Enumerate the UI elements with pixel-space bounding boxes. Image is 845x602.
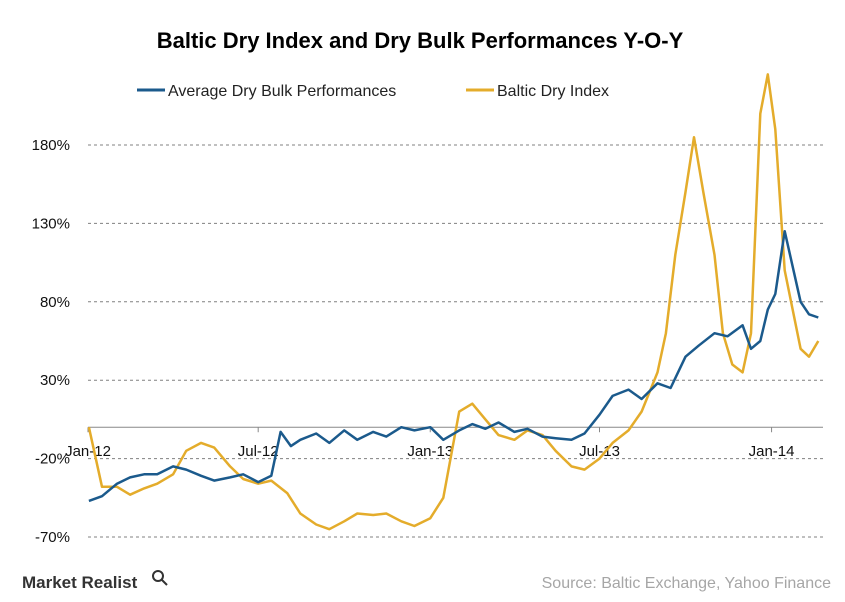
legend-label-dry-bulk: Average Dry Bulk Performances [168,83,396,100]
legend: Average Dry Bulk Performances Baltic Dry… [137,83,609,100]
magnifier-icon [152,570,168,586]
y-tick-label: -70% [35,529,70,546]
chart-title: Baltic Dry Index and Dry Bulk Performanc… [157,28,684,53]
y-tick-label: 30% [40,372,70,389]
series-line-dry-bulk [88,229,819,503]
series-line-bdi [87,73,820,531]
y-tick-label: 180% [32,137,70,154]
gridlines [88,144,823,538]
x-axis-ticks: Jan-12 Jul-12 Jan-13 Jul-13 Jan-14 [65,427,795,460]
y-tick-label: -20% [35,451,70,468]
source-note: Source: Baltic Exchange, Yahoo Finance [542,575,831,592]
x-tick-label: Jan-12 [65,443,111,460]
y-tick-label: 130% [32,215,70,232]
x-tick-label: Jul-12 [238,443,279,460]
brand-logo: Market Realist [22,573,138,592]
x-tick-label: Jan-14 [749,443,795,460]
x-tick-label: Jan-13 [407,443,453,460]
plot-area [87,73,820,531]
y-axis-ticks: 180% 130% 80% 30% -20% -70% [32,137,70,546]
legend-label-bdi: Baltic Dry Index [497,83,609,100]
y-tick-label: 80% [40,294,70,311]
